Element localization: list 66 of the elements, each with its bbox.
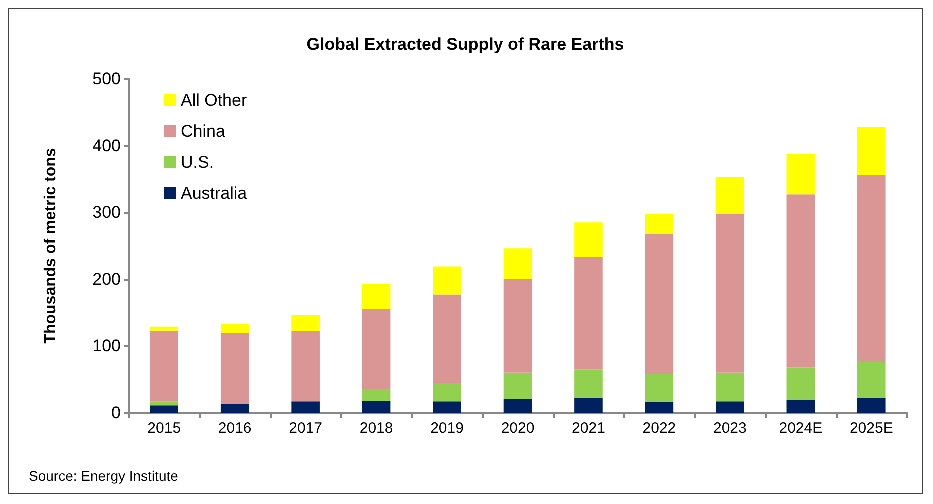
x-tick-label: 2024E — [779, 420, 823, 437]
bar — [150, 402, 179, 406]
bar — [716, 372, 744, 402]
bar — [220, 334, 250, 404]
bar — [362, 309, 391, 389]
bar — [716, 402, 744, 413]
x-tick-label: 2017 — [289, 420, 323, 437]
bar — [857, 175, 886, 362]
bar — [220, 404, 250, 413]
legend-label: U.S. — [181, 153, 214, 172]
bar — [786, 154, 816, 195]
bar — [645, 374, 674, 402]
bar — [292, 402, 320, 413]
x-tick-label: 2021 — [572, 420, 606, 437]
bar — [362, 388, 391, 401]
source-note: Source: Energy Institute — [29, 468, 179, 484]
bar — [504, 279, 532, 373]
bar — [433, 402, 462, 413]
x-tick-label: 2016 — [218, 420, 252, 437]
bar — [645, 234, 674, 374]
bar — [292, 332, 320, 402]
x-tick-label: 2018 — [360, 420, 394, 437]
y-tick-label: 400 — [92, 136, 121, 156]
bar — [857, 362, 886, 398]
bar — [786, 368, 816, 400]
bar — [362, 400, 391, 413]
bar — [433, 294, 462, 383]
bar — [645, 214, 674, 234]
bar — [786, 194, 816, 368]
y-tick-label: 200 — [92, 270, 121, 289]
bar — [574, 370, 603, 398]
bar — [504, 372, 532, 399]
x-tick-label: 2022 — [642, 420, 676, 437]
legend-label: China — [181, 122, 226, 141]
x-tick-label: 2023 — [713, 420, 747, 437]
bar — [504, 248, 532, 280]
bar — [716, 214, 744, 373]
y-tick-label: 500 — [92, 70, 121, 88]
y-tick-label: 0 — [112, 404, 121, 422]
bar — [150, 326, 179, 331]
y-axis-title: Thousands of metric tons — [42, 148, 60, 344]
chart-title: Global Extracted Supply of Rare Earths — [306, 35, 624, 54]
bar — [645, 402, 674, 413]
bar — [150, 406, 179, 413]
bar — [362, 284, 391, 310]
x-tick-label: 2025E — [850, 420, 894, 437]
x-tick-label: 2015 — [148, 420, 182, 437]
legend-label: Australia — [181, 184, 248, 203]
bar — [857, 127, 886, 176]
bar — [433, 382, 462, 402]
bar — [716, 177, 744, 214]
bar — [786, 400, 816, 413]
legend-label: All Other — [181, 91, 248, 110]
bar — [574, 257, 603, 370]
bar — [292, 315, 320, 332]
bar — [857, 398, 886, 413]
bar — [504, 398, 532, 413]
x-tick-label: 2019 — [430, 420, 464, 437]
bar — [574, 222, 603, 258]
bar — [433, 266, 462, 295]
bar — [574, 398, 603, 413]
x-tick-label: 2020 — [501, 420, 535, 437]
bar — [220, 324, 250, 334]
y-tick-label: 100 — [92, 336, 121, 356]
bar — [150, 330, 179, 402]
y-tick-label: 300 — [92, 203, 121, 222]
